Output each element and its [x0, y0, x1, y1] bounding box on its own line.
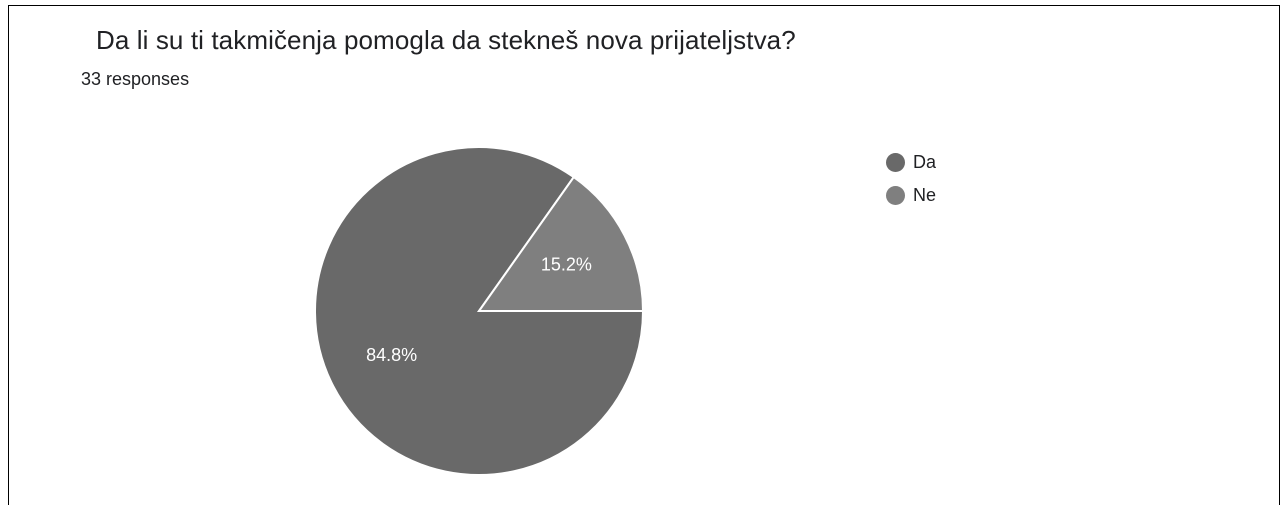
slice-label-da: 84.8% [366, 345, 417, 365]
legend-swatch-icon [886, 186, 905, 205]
legend-item-da: Da [886, 146, 936, 179]
chart-title: Da li su ti takmičenja pomogla da stekne… [96, 25, 796, 55]
legend-label: Da [913, 152, 937, 172]
legend-item-ne: Ne [886, 179, 936, 212]
slice-label-ne: 15.2% [541, 255, 592, 275]
legend-label: Ne [913, 185, 937, 205]
pie-slice-labels: 84.8% 15.2% [366, 255, 592, 365]
pie-chart: 84.8% 15.2% [314, 146, 645, 476]
chart-card: Da li su ti takmičenja pomogla da stekne… [8, 5, 1280, 505]
pie-slice-ne [477, 175, 645, 312]
response-count: 33 responses [81, 69, 190, 89]
chart-legend: Da Ne [886, 146, 936, 212]
legend-swatch-icon [886, 153, 905, 172]
pie-slices [314, 146, 645, 476]
